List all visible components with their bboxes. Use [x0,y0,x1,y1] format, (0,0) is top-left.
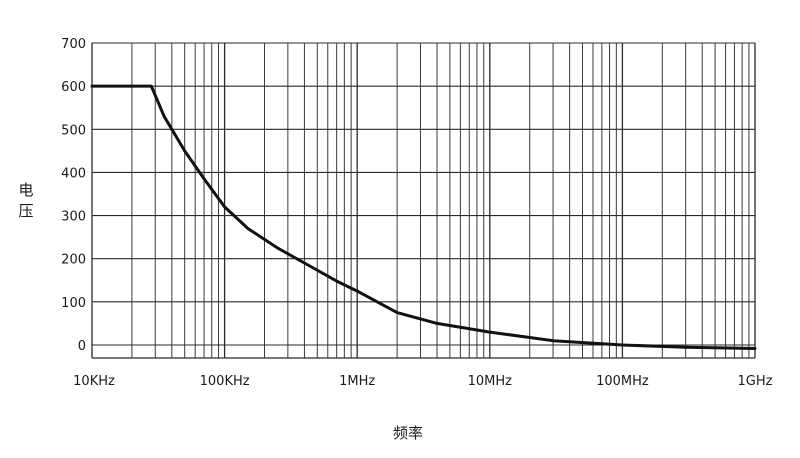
y-tick-label: 400 [61,166,86,181]
x-tick-label: 1MHz [339,374,375,389]
voltage-curve [90,84,757,350]
x-tick-label: 100MHz [596,374,649,389]
y-axis-title-char-1: 电 [18,181,33,199]
y-tick-label: 500 [61,123,86,138]
y-tick-label: 300 [61,210,86,225]
x-axis-title: 频率 [393,424,423,442]
grid [91,42,756,359]
x-tick-label: 10KHz [73,374,115,389]
x-tick-label: 10MHz [468,374,513,389]
y-tick-label: 100 [61,296,86,311]
x-tick-label: 1GHz [738,374,773,389]
y-tick-label: 0 [78,339,86,354]
y-axis: 700 600 500 400 300 200 100 0 [61,37,86,354]
y-tick-label: 700 [61,37,86,52]
curve-layer [90,84,757,350]
x-tick-label: 100KHz [200,374,250,389]
y-axis-title-char-2: 压 [18,202,33,220]
x-axis: 10KHz 100KHz 1MHz 10MHz 100MHz 1GHz [73,374,772,389]
y-tick-label: 600 [61,80,86,95]
y-tick-label: 200 [61,253,86,268]
